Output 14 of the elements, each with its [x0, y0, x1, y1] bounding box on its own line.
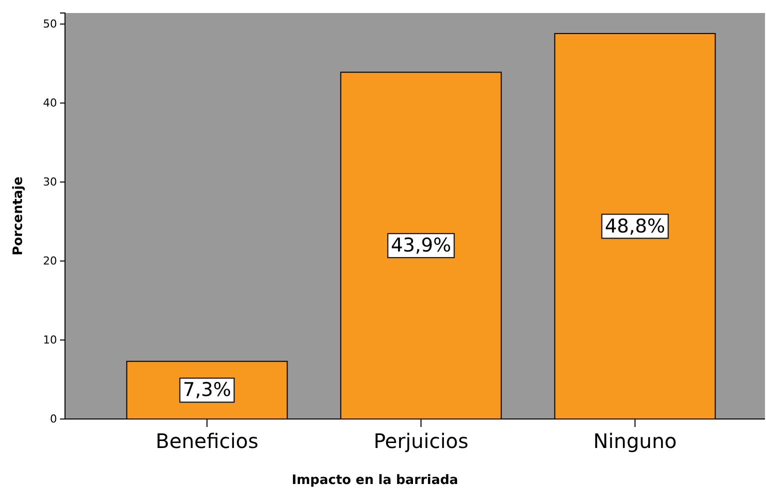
x-tick-label: Beneficios: [156, 429, 258, 453]
y-tick-label: 50: [43, 18, 57, 31]
x-tick-label: Ninguno: [593, 429, 677, 453]
data-label: 43,9%: [390, 234, 452, 257]
x-tick-label: Perjuicios: [374, 429, 468, 453]
y-tick-label: 20: [43, 254, 57, 268]
y-axis-title: Porcentaje: [11, 176, 26, 256]
y-tick-label: 40: [43, 96, 57, 110]
x-axis-title: Impacto en la barriada: [292, 473, 458, 488]
y-tick-label: 30: [43, 176, 57, 189]
y-tick-label: 0: [50, 412, 57, 426]
data-label: 7,3%: [182, 379, 232, 402]
y-tick-label: 10: [43, 334, 57, 347]
data-label: 48,8%: [604, 215, 666, 238]
